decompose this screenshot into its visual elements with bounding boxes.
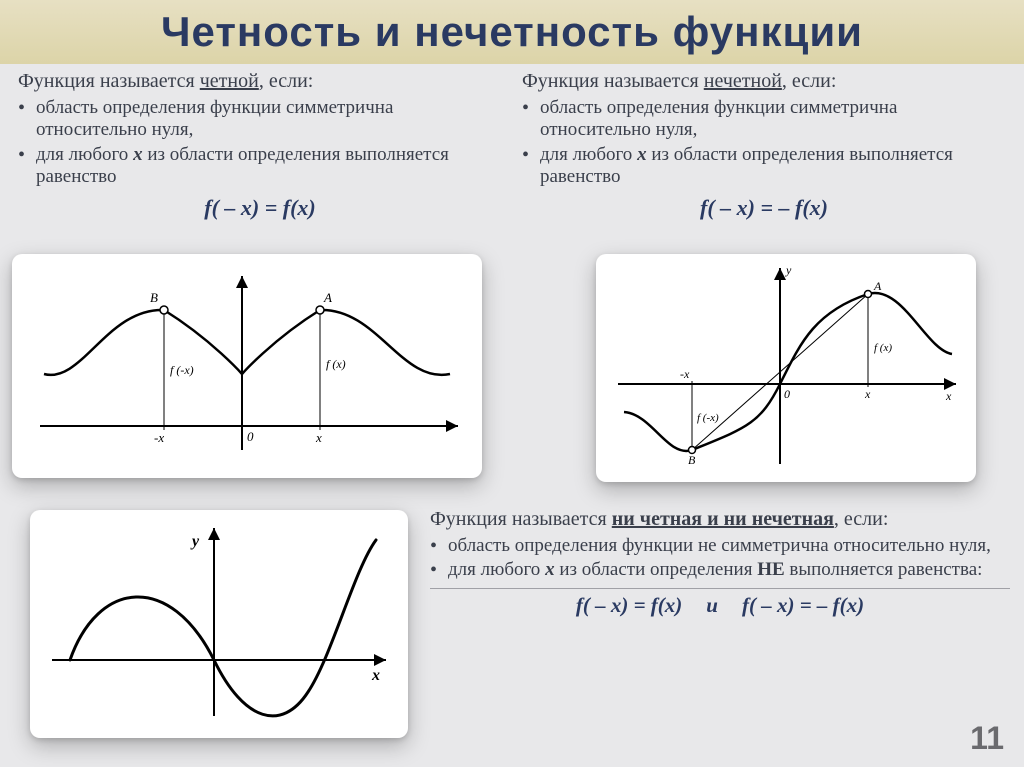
svg-text:y: y [190, 533, 200, 550]
neither-graph-card: yx [30, 510, 408, 738]
neither-bullet-1: область определения функции не симметрич… [448, 535, 1010, 557]
odd-bullet-2: для любого x из области определения выпо… [540, 144, 1006, 189]
svg-text:0: 0 [784, 387, 790, 401]
page-number: 11 [970, 720, 1004, 757]
odd-definition: Функция называется нечетной, если: облас… [522, 70, 1006, 221]
even-graph-card: A Bf (x) f (-x) 0 x -x [12, 254, 482, 478]
svg-text:x: x [315, 430, 322, 445]
svg-text:A: A [323, 290, 332, 305]
neither-definition: Функция называется ни четная и ни нечетн… [430, 508, 1010, 618]
even-equation: f( – x) = f(x) [18, 195, 502, 221]
svg-text:B: B [688, 453, 696, 467]
neither-equations: f( – x) = f(x)иf( – x) = – f(x) [430, 593, 1010, 618]
svg-text:x: x [371, 667, 380, 684]
svg-text:B: B [150, 290, 158, 305]
svg-text:x: x [945, 389, 952, 403]
svg-text:f (x): f (x) [874, 342, 892, 354]
svg-text:A: A [873, 279, 882, 293]
even-bullet-2: для любого x из области определения выпо… [36, 144, 502, 189]
odd-lead: Функция называется нечетной, если: [522, 70, 1006, 93]
svg-text:f (-x): f (-x) [170, 363, 194, 377]
svg-text:0: 0 [247, 429, 254, 444]
svg-text:-x: -x [154, 430, 164, 445]
odd-equation: f( – x) = – f(x) [522, 195, 1006, 221]
even-lead: Функция называется четной, если: [18, 70, 502, 93]
svg-text:x: x [864, 387, 871, 401]
svg-text:-x: -x [680, 367, 690, 381]
odd-bullet-1: область определения функции симметрична … [540, 97, 1006, 142]
svg-text:f (-x): f (-x) [697, 412, 719, 424]
even-definition: Функция называется четной, если: область… [18, 70, 502, 221]
svg-text:f (x): f (x) [326, 357, 346, 371]
neither-bullet-2: для любого x из области определения НЕ в… [448, 559, 1010, 581]
odd-graph-card: A Bf (x) f (-x) 0 x -x y x [596, 254, 976, 482]
svg-text:y: y [785, 263, 792, 277]
slide-title: Четность и нечетность функции [0, 0, 1024, 64]
neither-lead: Функция называется ни четная и ни нечетн… [430, 508, 1010, 531]
divider [430, 588, 1010, 589]
even-bullet-1: область определения функции симметрична … [36, 97, 502, 142]
